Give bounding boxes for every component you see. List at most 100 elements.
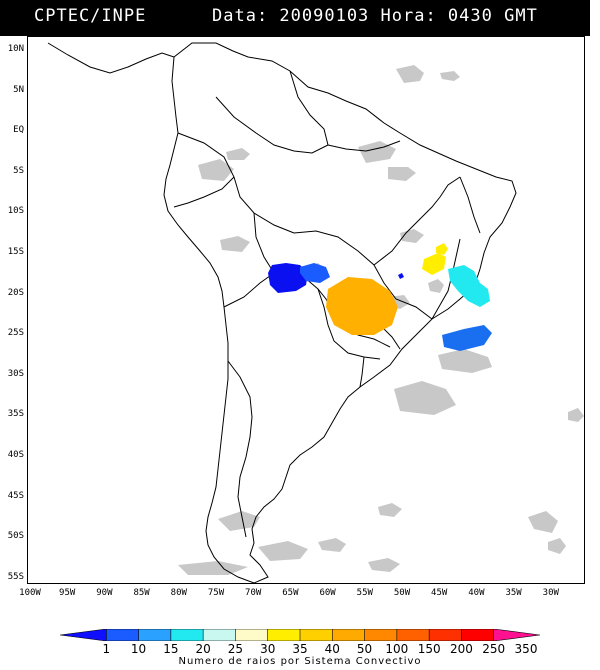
colorbar-segment <box>202 629 237 641</box>
colorbar-segment <box>428 629 463 641</box>
lat-label: 35S <box>7 409 24 420</box>
border-line <box>431 238 461 320</box>
lon-label: 75W <box>207 588 225 598</box>
cloud-patch <box>528 511 558 533</box>
convective-system <box>326 277 398 335</box>
colorbar-segment <box>493 629 540 641</box>
lat-label: 5N <box>13 84 24 95</box>
colorbar-tick-label: 15 <box>163 642 179 656</box>
lon-label: 85W <box>133 588 150 598</box>
border-line <box>173 176 235 208</box>
colorbar <box>60 629 540 641</box>
colorbar-segment <box>235 629 269 641</box>
convective-system <box>268 263 308 293</box>
colorbar-tick-label: 150 <box>417 642 441 656</box>
lat-label: 45S <box>7 490 24 501</box>
cloud-patch <box>368 558 400 572</box>
convective-system <box>448 265 490 307</box>
cloud-patch <box>440 71 460 81</box>
colorbar-tick-label: 25 <box>227 642 244 656</box>
lat-label: 5S <box>13 165 24 176</box>
convective-system <box>442 325 492 351</box>
lon-label: 70W <box>245 588 262 598</box>
cloud-patch <box>394 381 456 415</box>
cloud-patch <box>548 538 566 554</box>
cloud-patch <box>178 561 248 575</box>
lat-label: 40S <box>7 450 24 460</box>
colorbar-tick-label: 40 <box>324 642 340 656</box>
cloud-patch <box>198 159 234 181</box>
lat-label: 15S <box>7 247 24 257</box>
border-line <box>459 176 481 234</box>
convective-systems <box>268 243 492 351</box>
datetime-label: Data: 20090103 Hora: 0430 GMT <box>212 6 538 26</box>
cloud-patches <box>178 65 584 575</box>
cloud-patch <box>568 408 584 422</box>
border-line <box>215 96 329 154</box>
lon-label: 60W <box>319 588 336 598</box>
cloud-patch <box>258 541 308 561</box>
border-line <box>289 70 329 146</box>
lat-label: 55S <box>7 571 24 582</box>
south-america-outline <box>163 42 517 583</box>
lat-label: 10N <box>7 44 24 54</box>
map-canvas <box>47 42 584 583</box>
lon-label: 100W <box>19 588 41 598</box>
lon-label: 50W <box>393 588 411 598</box>
colorbar-tick-label: 100 <box>385 642 409 656</box>
colorbar-segment <box>170 629 204 641</box>
lon-label: 65W <box>282 588 299 598</box>
cloud-patch <box>438 349 492 373</box>
cloud-patch <box>396 65 424 83</box>
colorbar-segment <box>364 629 398 641</box>
border-line <box>227 360 253 538</box>
lat-label: 50S <box>7 531 24 542</box>
cloud-patch <box>226 148 250 160</box>
map-panel <box>27 36 585 584</box>
convective-system <box>398 273 404 279</box>
colorbar-segment <box>299 629 334 641</box>
colorbar-tick-label: 10 <box>130 642 147 656</box>
lon-label: 55W <box>356 588 373 598</box>
lon-label: 45W <box>431 588 448 598</box>
cloud-patch <box>218 511 260 531</box>
colorbar-segment <box>138 629 172 641</box>
lon-label: 90W <box>96 588 113 598</box>
lon-label: 95W <box>59 588 76 598</box>
colorbar-segment <box>105 629 140 641</box>
cloud-patch <box>388 167 416 181</box>
colorbar-tick-label: 250 <box>482 642 506 656</box>
colorbar-tick-label: 50 <box>356 642 373 656</box>
colorbar-tick-label: 1 <box>102 642 111 656</box>
colorbar-tick-label: 200 <box>449 642 473 656</box>
colorbar-tick-label: 350 <box>514 642 538 656</box>
central-america-outline <box>47 42 175 74</box>
colorbar-segment <box>267 629 301 641</box>
cloud-patch <box>318 538 346 552</box>
lat-label: EQ <box>13 125 24 136</box>
colorbar-tick-label: 20 <box>195 642 211 656</box>
border-line <box>177 132 295 234</box>
colorbar-segment <box>396 629 430 641</box>
lon-label: 80W <box>170 588 187 598</box>
lat-label: 30S <box>7 368 24 379</box>
convective-system <box>300 263 330 283</box>
colorbar-tick-label: 30 <box>260 642 276 656</box>
border-line <box>359 356 365 388</box>
cloud-patch <box>428 279 444 293</box>
source-label: CPTEC/INPE <box>34 6 147 26</box>
cloud-patch <box>220 236 250 252</box>
convective-system <box>422 253 446 275</box>
coastlines <box>47 42 517 583</box>
lon-label: 30W <box>542 588 559 598</box>
colorbar-segment <box>461 629 495 641</box>
colorbar-tick-label: 35 <box>292 642 308 656</box>
colorbar-segment <box>60 629 107 641</box>
lon-label: 35W <box>505 588 522 598</box>
lon-label: 40W <box>468 588 485 598</box>
colorbar-title: Numero de raios por Sistema Convectivo <box>178 656 422 667</box>
convective-system <box>436 243 448 255</box>
border-line <box>327 140 401 152</box>
cloud-patch <box>378 503 402 517</box>
lat-label: 10S <box>7 206 24 217</box>
